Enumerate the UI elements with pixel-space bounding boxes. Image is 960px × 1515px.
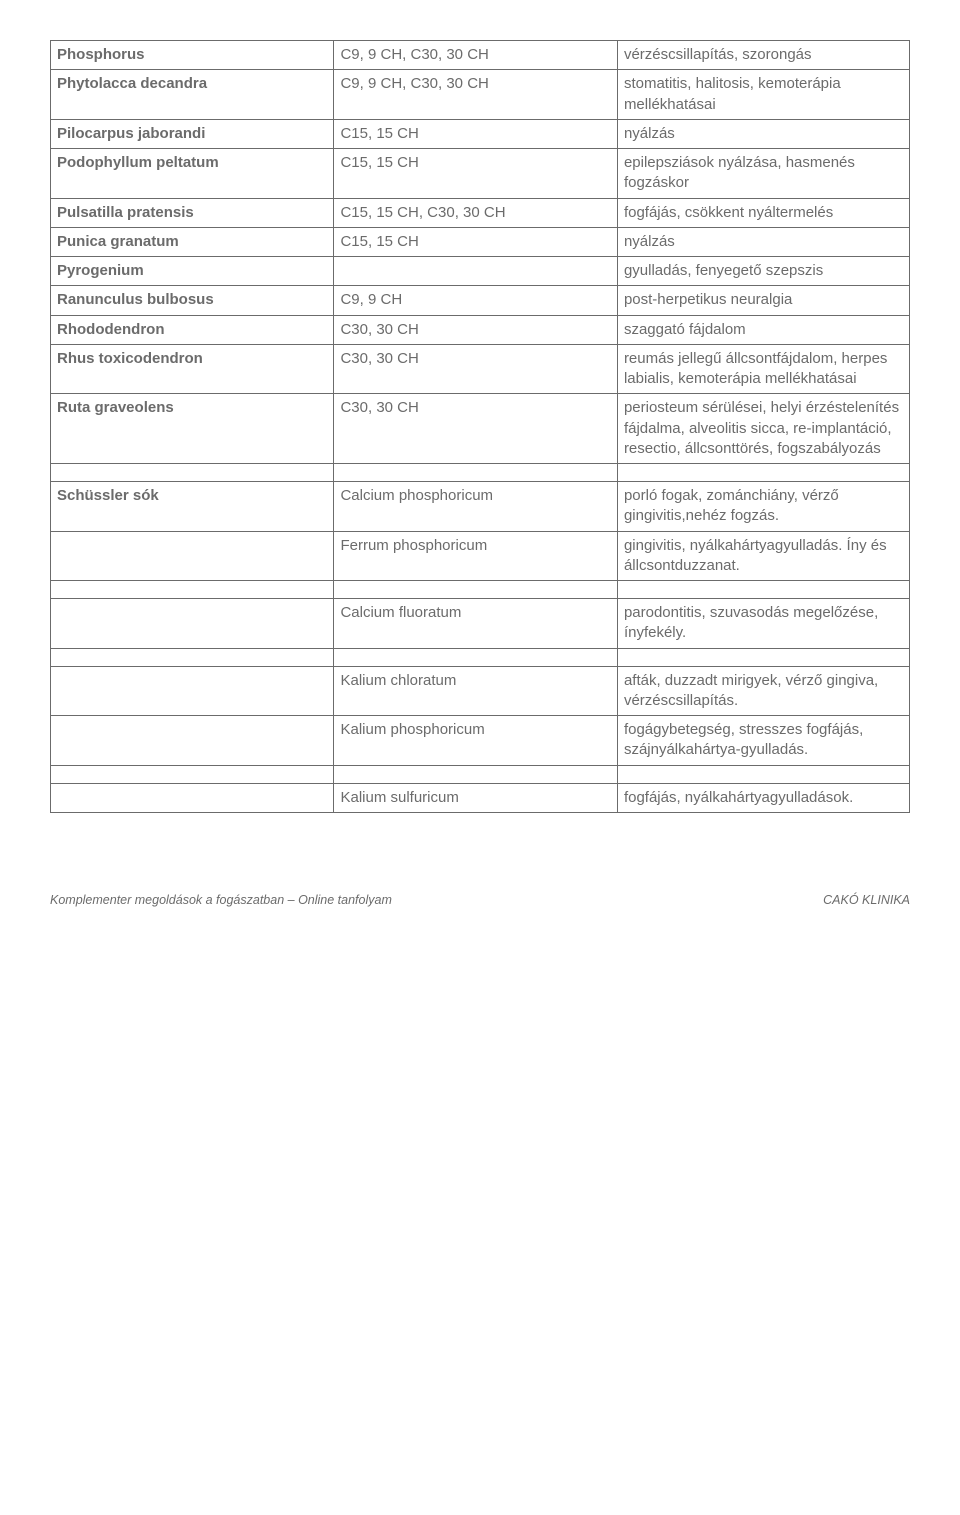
indication: periosteum sérülései, helyi érzéstelenít… [617,394,909,464]
potency: C9, 9 CH, C30, 30 CH [334,70,617,120]
remedy-name [51,716,334,766]
empty-cell [51,765,334,783]
table-row: Schüssler sókCalcium phosphoricumporló f… [51,482,910,532]
remedy-name: Rhododendron [51,315,334,344]
remedy-name [51,599,334,649]
remedy-name: Rhus toxicodendron [51,344,334,394]
indication: szaggató fájdalom [617,315,909,344]
spacer-row [51,648,910,666]
indication: nyálzás [617,119,909,148]
indication: fogfájás, nyálkahártyagyulladások. [617,783,909,812]
empty-cell [51,464,334,482]
empty-cell [617,464,909,482]
indication: nyálzás [617,227,909,256]
potency: Calcium fluoratum [334,599,617,649]
potency: C30, 30 CH [334,344,617,394]
remedy-name: Phytolacca decandra [51,70,334,120]
spacer-row [51,581,910,599]
table-row: Pulsatilla pratensisC15, 15 CH, C30, 30 … [51,198,910,227]
table-row: Rhus toxicodendronC30, 30 CHreumás jelle… [51,344,910,394]
indication: porló fogak, zománchiány, vérző gingivit… [617,482,909,532]
remedy-name [51,783,334,812]
spacer-row [51,765,910,783]
remedy-name: Pyrogenium [51,257,334,286]
potency [334,257,617,286]
indication: gyulladás, fenyegető szepszis [617,257,909,286]
potency: Kalium phosphoricum [334,716,617,766]
remedy-table: PhosphorusC9, 9 CH, C30, 30 CHvérzéscsil… [50,40,910,813]
remedy-name: Podophyllum peltatum [51,149,334,199]
potency: Kalium sulfuricum [334,783,617,812]
indication: vérzéscsillapítás, szorongás [617,41,909,70]
remedy-name: Phosphorus [51,41,334,70]
empty-cell [51,648,334,666]
potency: Ferrum phosphoricum [334,531,617,581]
remedy-name: Punica granatum [51,227,334,256]
footer-left: Komplementer megoldások a fogászatban – … [50,893,392,907]
potency: C15, 15 CH [334,227,617,256]
remedy-name: Schüssler sók [51,482,334,532]
footer-right: CAKÓ KLINIKA [823,893,910,907]
table-row: Ruta graveolensC30, 30 CHperiosteum sérü… [51,394,910,464]
indication: fogfájás, csökkent nyáltermelés [617,198,909,227]
remedy-name: Pulsatilla pratensis [51,198,334,227]
spacer-row [51,464,910,482]
table-row: PhosphorusC9, 9 CH, C30, 30 CHvérzéscsil… [51,41,910,70]
potency: C15, 15 CH, C30, 30 CH [334,198,617,227]
potency: C30, 30 CH [334,315,617,344]
potency: C15, 15 CH [334,119,617,148]
potency: Calcium phosphoricum [334,482,617,532]
potency: C15, 15 CH [334,149,617,199]
remedy-name: Ranunculus bulbosus [51,286,334,315]
remedy-name: Ruta graveolens [51,394,334,464]
empty-cell [334,648,617,666]
indication: gingivitis, nyálkahártyagyulladás. Íny é… [617,531,909,581]
table-row: Punica granatumC15, 15 CHnyálzás [51,227,910,256]
potency: C9, 9 CH [334,286,617,315]
table-row: Podophyllum peltatumC15, 15 CHepilepsziá… [51,149,910,199]
indication: fogágybetegség, stresszes fogfájás, száj… [617,716,909,766]
indication: parodontitis, szuvasodás megelőzése, íny… [617,599,909,649]
remedy-name: Pilocarpus jaborandi [51,119,334,148]
indication: reumás jellegű állcsontfájdalom, herpes … [617,344,909,394]
empty-cell [617,581,909,599]
indication: stomatitis, halitosis, kemoterápia mellé… [617,70,909,120]
remedy-name [51,531,334,581]
empty-cell [51,581,334,599]
table-row: Phytolacca decandraC9, 9 CH, C30, 30 CHs… [51,70,910,120]
table-row: Pilocarpus jaborandiC15, 15 CHnyálzás [51,119,910,148]
remedy-name [51,666,334,716]
table-row: Ferrum phosphoricumgingivitis, nyálkahár… [51,531,910,581]
indication: post-herpetikus neuralgia [617,286,909,315]
indication: epilepsziások nyálzása, hasmenés fogzásk… [617,149,909,199]
page-footer: Komplementer megoldások a fogászatban – … [50,893,910,907]
empty-cell [617,765,909,783]
potency: C9, 9 CH, C30, 30 CH [334,41,617,70]
empty-cell [617,648,909,666]
potency: C30, 30 CH [334,394,617,464]
empty-cell [334,581,617,599]
indication: afták, duzzadt mirigyek, vérző gingiva, … [617,666,909,716]
table-row: Kalium phosphoricumfogágybetegség, stres… [51,716,910,766]
table-row: RhododendronC30, 30 CHszaggató fájdalom [51,315,910,344]
empty-cell [334,464,617,482]
table-row: Calcium fluoratumparodontitis, szuvasodá… [51,599,910,649]
table-row: Kalium sulfuricumfogfájás, nyálkahártyag… [51,783,910,812]
potency: Kalium chloratum [334,666,617,716]
table-row: Ranunculus bulbosusC9, 9 CHpost-herpetik… [51,286,910,315]
empty-cell [334,765,617,783]
table-row: Kalium chloratumafták, duzzadt mirigyek,… [51,666,910,716]
table-row: Pyrogenium gyulladás, fenyegető szepszis [51,257,910,286]
